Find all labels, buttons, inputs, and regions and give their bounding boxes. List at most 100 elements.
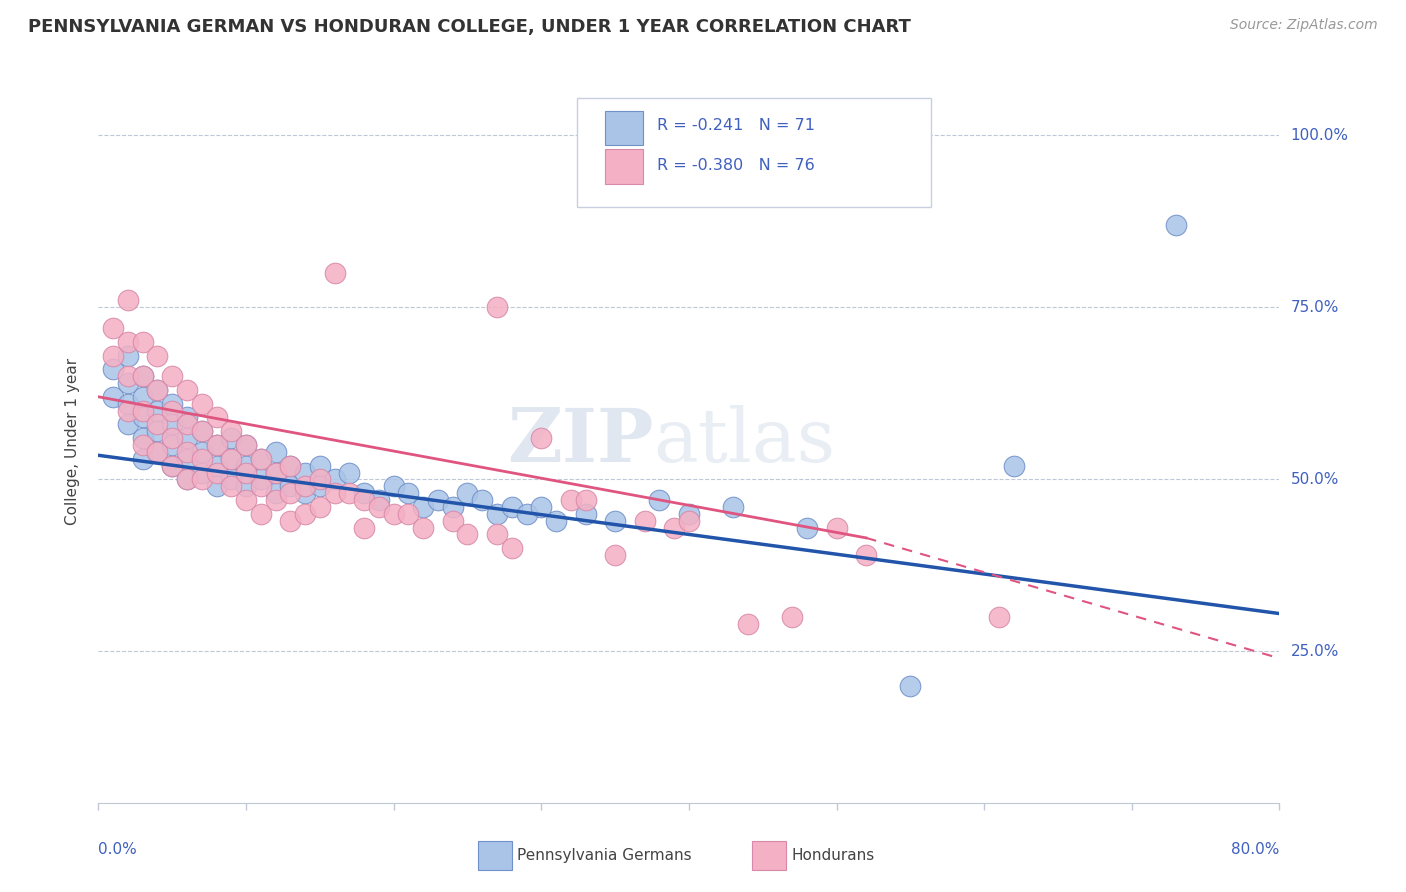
Point bbox=[280, 479, 302, 493]
Point bbox=[546, 514, 568, 528]
Point bbox=[501, 541, 523, 556]
Point bbox=[516, 507, 538, 521]
Point bbox=[132, 369, 155, 384]
Point bbox=[221, 451, 243, 466]
Point bbox=[146, 424, 169, 438]
Point bbox=[294, 466, 316, 480]
Point bbox=[176, 383, 198, 397]
Point bbox=[132, 431, 155, 445]
Point bbox=[221, 431, 243, 445]
Point bbox=[117, 349, 139, 363]
Point bbox=[146, 403, 169, 417]
Point bbox=[176, 451, 198, 466]
Point bbox=[988, 610, 1011, 624]
Point bbox=[575, 507, 598, 521]
Point bbox=[398, 486, 420, 500]
Point bbox=[280, 486, 302, 500]
Point bbox=[146, 445, 169, 459]
Point bbox=[205, 458, 228, 473]
Point bbox=[176, 410, 198, 425]
Point bbox=[221, 451, 243, 466]
Point bbox=[486, 507, 509, 521]
Point bbox=[382, 507, 405, 521]
Point bbox=[353, 520, 375, 534]
Point bbox=[605, 548, 627, 562]
Text: 25.0%: 25.0% bbox=[1291, 644, 1339, 659]
Point bbox=[250, 507, 273, 521]
Point bbox=[176, 472, 198, 486]
Point bbox=[191, 466, 214, 480]
Point bbox=[427, 493, 450, 508]
Text: 0.0%: 0.0% bbox=[98, 842, 138, 856]
Point bbox=[264, 466, 287, 480]
Point bbox=[103, 321, 125, 335]
Point bbox=[205, 410, 228, 425]
Point bbox=[132, 410, 155, 425]
Point bbox=[353, 486, 375, 500]
Point bbox=[191, 445, 214, 459]
Point bbox=[900, 679, 922, 693]
Point bbox=[132, 451, 155, 466]
Point bbox=[723, 500, 745, 514]
Point bbox=[309, 479, 332, 493]
Point bbox=[191, 472, 214, 486]
Point bbox=[191, 424, 214, 438]
Point bbox=[457, 527, 479, 541]
Point bbox=[664, 520, 686, 534]
Point bbox=[441, 514, 464, 528]
Point bbox=[280, 458, 302, 473]
Point bbox=[486, 527, 509, 541]
Point bbox=[501, 500, 523, 514]
Point bbox=[132, 390, 155, 404]
Point bbox=[471, 493, 494, 508]
Point bbox=[382, 479, 405, 493]
Text: 75.0%: 75.0% bbox=[1291, 300, 1339, 315]
Point bbox=[1002, 458, 1025, 473]
Point bbox=[117, 403, 139, 417]
Point bbox=[146, 383, 169, 397]
Point bbox=[605, 514, 627, 528]
Point bbox=[146, 445, 169, 459]
Point bbox=[235, 479, 257, 493]
Point bbox=[176, 445, 198, 459]
Point bbox=[457, 486, 479, 500]
Point bbox=[678, 514, 700, 528]
Point bbox=[250, 451, 273, 466]
Point bbox=[280, 458, 302, 473]
Text: Pennsylvania Germans: Pennsylvania Germans bbox=[517, 848, 692, 863]
Point bbox=[117, 417, 139, 432]
Point bbox=[162, 417, 183, 432]
Point bbox=[191, 397, 214, 411]
Point bbox=[117, 334, 139, 349]
Point bbox=[103, 390, 125, 404]
Point bbox=[339, 486, 361, 500]
Point bbox=[339, 466, 361, 480]
FancyBboxPatch shape bbox=[605, 149, 643, 184]
Point bbox=[1166, 218, 1188, 232]
Text: R = -0.380   N = 76: R = -0.380 N = 76 bbox=[657, 158, 815, 173]
Point bbox=[294, 507, 316, 521]
Point bbox=[353, 493, 375, 508]
Point bbox=[235, 438, 257, 452]
Point bbox=[441, 500, 464, 514]
Point bbox=[132, 438, 155, 452]
Point bbox=[162, 403, 183, 417]
Point bbox=[412, 520, 434, 534]
Point bbox=[323, 486, 346, 500]
Point bbox=[205, 438, 228, 452]
Point bbox=[205, 479, 228, 493]
Point bbox=[132, 403, 155, 417]
Point bbox=[205, 438, 228, 452]
Point bbox=[205, 466, 228, 480]
Point bbox=[146, 383, 169, 397]
Point bbox=[191, 424, 214, 438]
Point bbox=[235, 458, 257, 473]
Point bbox=[648, 493, 671, 508]
Point bbox=[323, 472, 346, 486]
Point bbox=[796, 520, 818, 534]
FancyBboxPatch shape bbox=[605, 111, 643, 145]
Point bbox=[264, 466, 287, 480]
Point bbox=[678, 507, 700, 521]
Point bbox=[162, 458, 183, 473]
Point bbox=[103, 349, 125, 363]
